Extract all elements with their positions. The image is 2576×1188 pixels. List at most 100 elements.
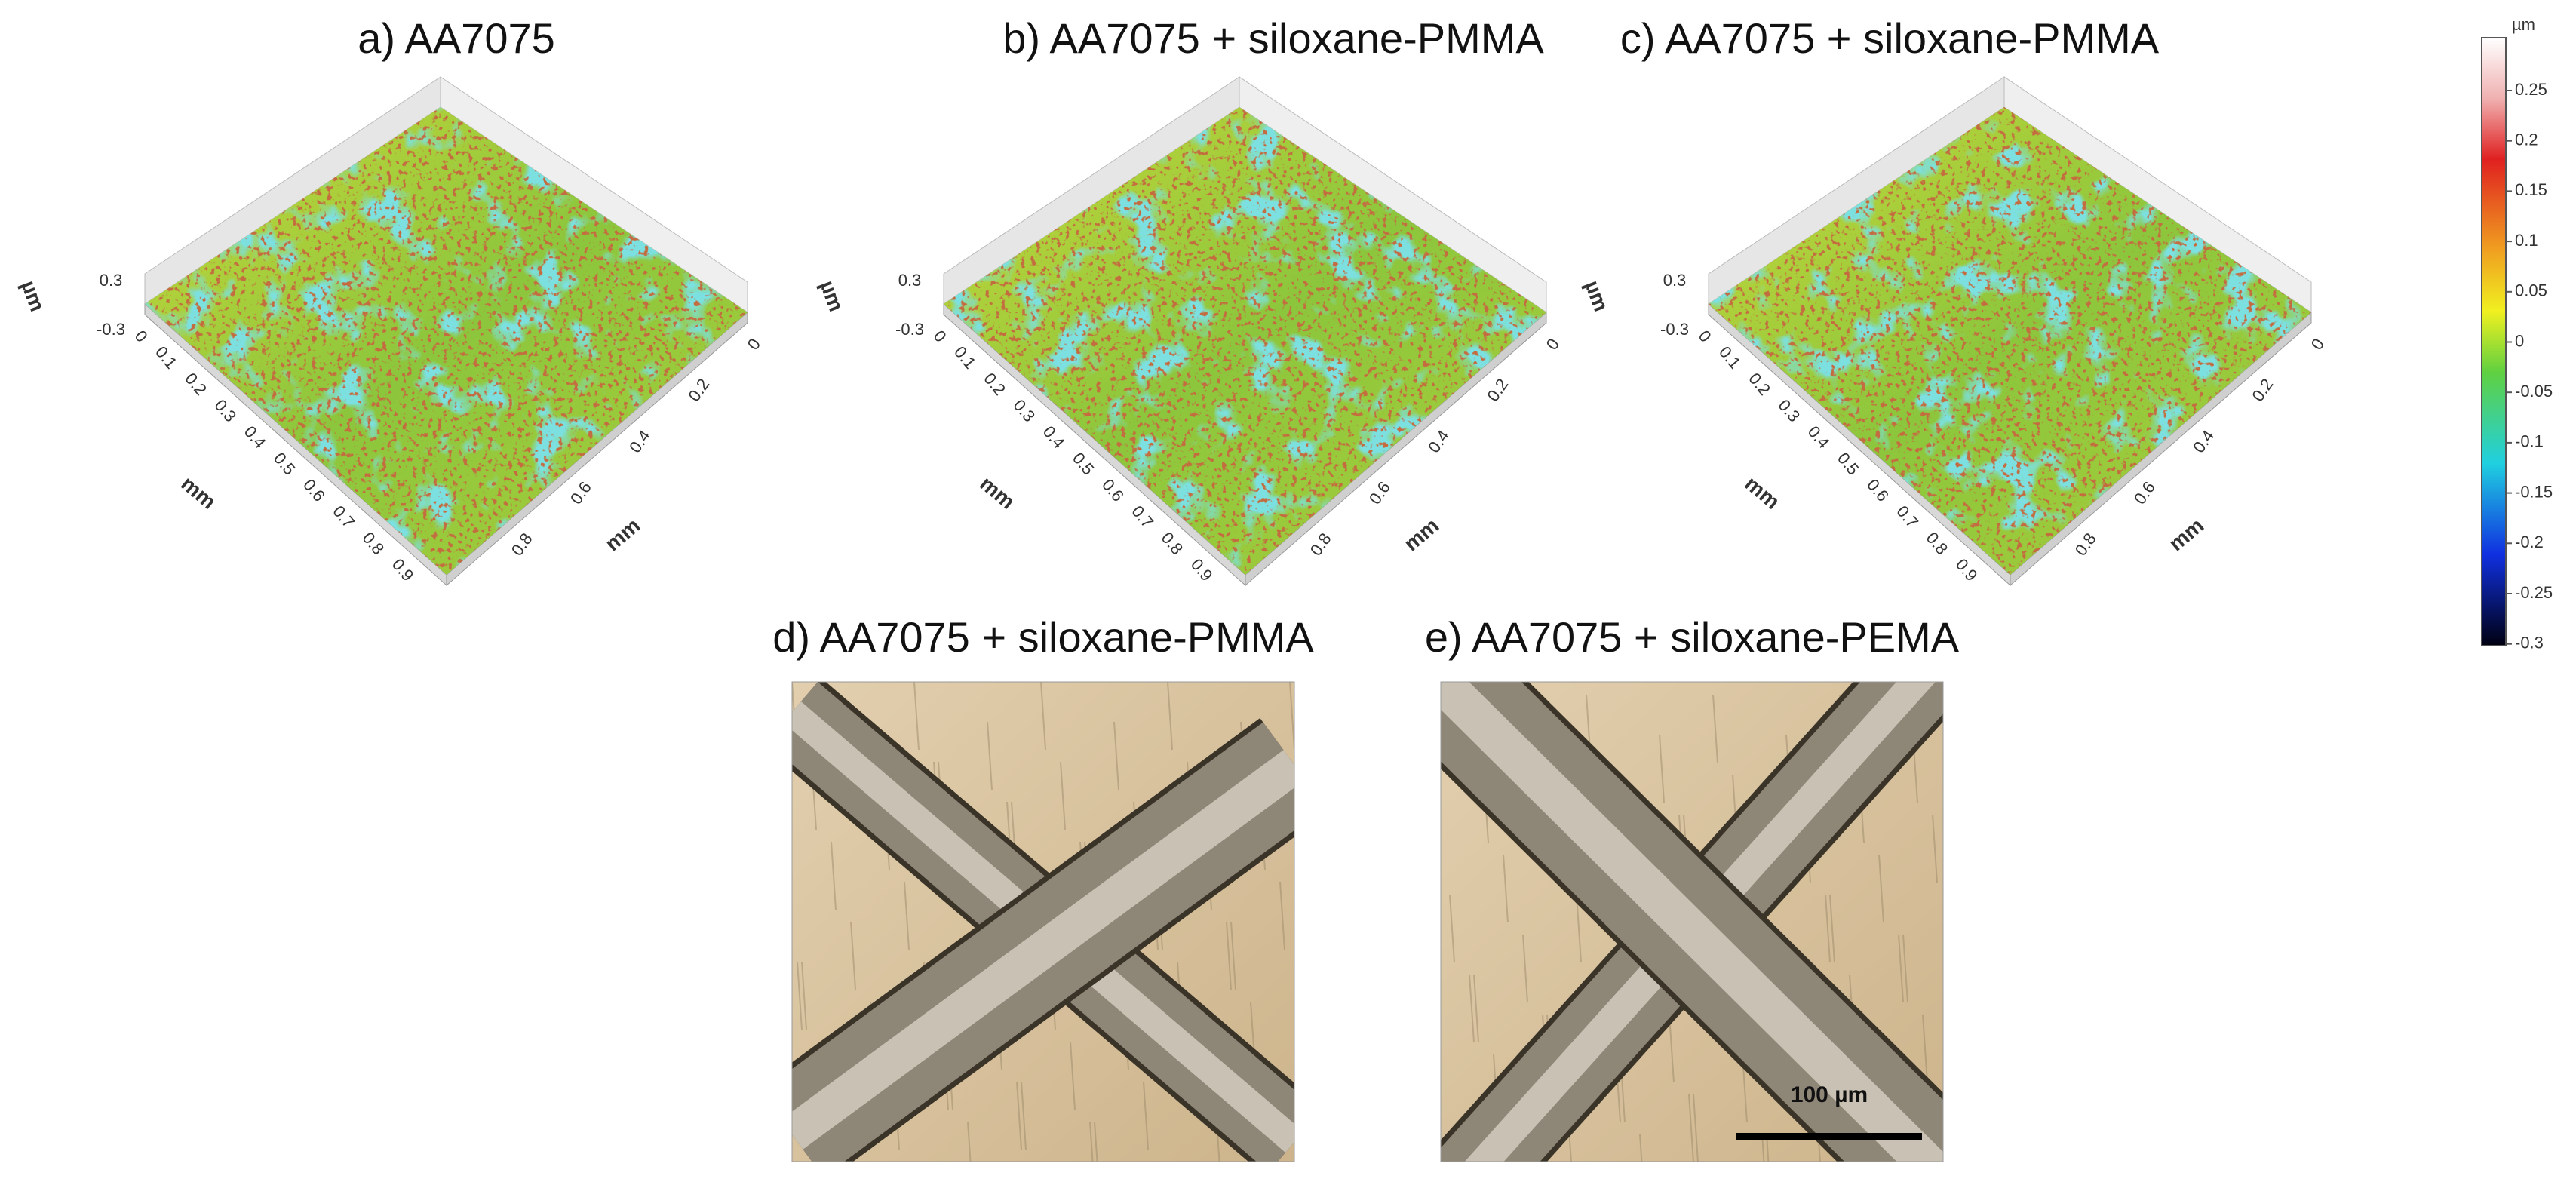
y-tick-label: 0.6 <box>1365 478 1394 508</box>
z-tick-label: -0.3 <box>1660 320 1689 339</box>
z-axis-label: µm <box>1580 278 1613 315</box>
scratch <box>1021 1081 1027 1150</box>
y-tick-label: 0 <box>744 335 765 353</box>
panel-title: b) AA7075 + siloxane-PMMA <box>1002 14 1544 62</box>
y-tick-label: 0.2 <box>1483 375 1512 404</box>
surface-texture <box>944 107 1546 575</box>
scratch <box>1226 921 1232 990</box>
x-tick-label: 0.4 <box>1804 422 1834 453</box>
scratch <box>1143 1081 1149 1150</box>
scratch <box>1766 1134 1770 1162</box>
y-tick-label: 0.4 <box>1424 427 1453 456</box>
scratch <box>1902 934 1908 1003</box>
colorbar-tick-label: -0.25 <box>2515 583 2553 602</box>
x-tick-label: 0.8 <box>359 529 388 559</box>
y-tick-label: 0.2 <box>2248 375 2277 404</box>
colorbar-tick-label: -0.2 <box>2515 533 2544 551</box>
scratch <box>801 961 807 1030</box>
y-tick-label: 0.4 <box>625 427 654 456</box>
x-tick-label: 0.2 <box>980 369 1009 399</box>
colorbar-unit: µm <box>2512 15 2535 34</box>
x-tick-label: 0.5 <box>270 449 299 479</box>
colorbar-tick-label: 0.2 <box>2515 130 2538 149</box>
scratch <box>987 721 993 790</box>
scratch <box>1688 1094 1694 1162</box>
panel-title: a) AA7075 <box>358 14 555 62</box>
x-axis-label: mm <box>177 471 220 514</box>
surface-texture <box>1709 107 2311 575</box>
colorbar-tick-label: -0.05 <box>2515 382 2553 401</box>
colorbar-tick-label: -0.15 <box>2515 482 2553 501</box>
y-tick-label: 0.8 <box>508 530 536 559</box>
surface-plot <box>144 76 748 587</box>
scratch <box>1040 682 1046 751</box>
scratch <box>1016 1081 1022 1150</box>
scratch <box>1932 814 1938 883</box>
colorbar-tick-label: 0.25 <box>2515 80 2547 99</box>
y-tick-label: 0.6 <box>566 478 595 508</box>
scratch <box>1522 934 1528 1003</box>
x-tick-label: 0.1 <box>152 342 181 373</box>
x-tick-label: 0.7 <box>329 502 358 532</box>
x-tick-label: 0 <box>131 327 152 345</box>
scratch <box>1829 894 1835 963</box>
x-tick-label: 0.8 <box>1158 529 1187 559</box>
x-tick-label: 0.3 <box>1774 396 1804 426</box>
colorbar-tick-label: 0.15 <box>2515 180 2547 199</box>
x-tick-label: 0.6 <box>1098 475 1128 505</box>
scratch <box>1825 894 1831 963</box>
scratch <box>1669 1014 1675 1083</box>
y-axis-label: mm <box>2164 514 2208 556</box>
scratch <box>967 1121 972 1162</box>
y-tick-label: 0.4 <box>2189 427 2218 456</box>
x-tick-label: 0.4 <box>1039 422 1069 453</box>
scratch <box>1712 694 1718 763</box>
panel-title: c) AA7075 + siloxane-PMMA <box>1620 14 2160 62</box>
x-axis-label: mm <box>1740 471 1784 514</box>
back-wall <box>1239 76 1547 313</box>
x-tick-label: 0.2 <box>1745 369 1774 399</box>
scratch <box>1167 682 1173 751</box>
x-tick-label: 0 <box>930 327 950 345</box>
x-tick-label: 0.2 <box>181 369 210 399</box>
scratch <box>1639 1134 1643 1162</box>
colorbar-tick-label: -0.1 <box>2515 432 2544 451</box>
x-tick-label: 0.7 <box>1128 502 1157 532</box>
scratch <box>904 881 910 950</box>
y-axis-label: mm <box>1399 514 1443 556</box>
x-tick-label: 0.5 <box>1834 449 1863 479</box>
z-axis-label: µm <box>17 278 49 315</box>
x-tick-label: 0 <box>1695 327 1715 345</box>
scratch <box>1469 974 1475 1043</box>
colorbar-tick-label: 0.05 <box>2515 281 2547 300</box>
scratch <box>1503 854 1509 923</box>
x-tick-label: 0.3 <box>1009 396 1039 426</box>
x-tick-label: 0.5 <box>1069 449 1098 479</box>
z-tick-label: 0.3 <box>1663 271 1687 290</box>
x-tick-label: 0.4 <box>241 422 270 453</box>
colorbar <box>2481 37 2507 646</box>
y-tick-label: 0.8 <box>2071 530 2100 559</box>
scratch <box>1289 682 1294 751</box>
scratch <box>850 921 856 990</box>
scratch <box>1878 854 1884 923</box>
x-tick-label: 0.3 <box>210 396 240 426</box>
scratch <box>831 841 837 910</box>
scratch-shine <box>1441 682 1943 1162</box>
micrograph <box>1441 682 1943 1162</box>
z-tick-label: 0.3 <box>898 271 922 290</box>
y-tick-label: 0.6 <box>2130 478 2159 508</box>
micrograph-frame <box>791 681 1295 1162</box>
z-tick-label: -0.3 <box>97 320 125 339</box>
scratch-shine <box>792 750 1294 1150</box>
x-tick-label: 0.9 <box>388 555 418 585</box>
colorbar-tick-label: -0.3 <box>2515 634 2544 652</box>
scratch <box>1060 761 1066 830</box>
scratch <box>1922 1014 1928 1083</box>
scratch <box>1576 894 1582 963</box>
scratch <box>1761 1134 1765 1162</box>
scratch <box>1094 1121 1098 1162</box>
x-tick-label: 0.8 <box>1923 529 1952 559</box>
